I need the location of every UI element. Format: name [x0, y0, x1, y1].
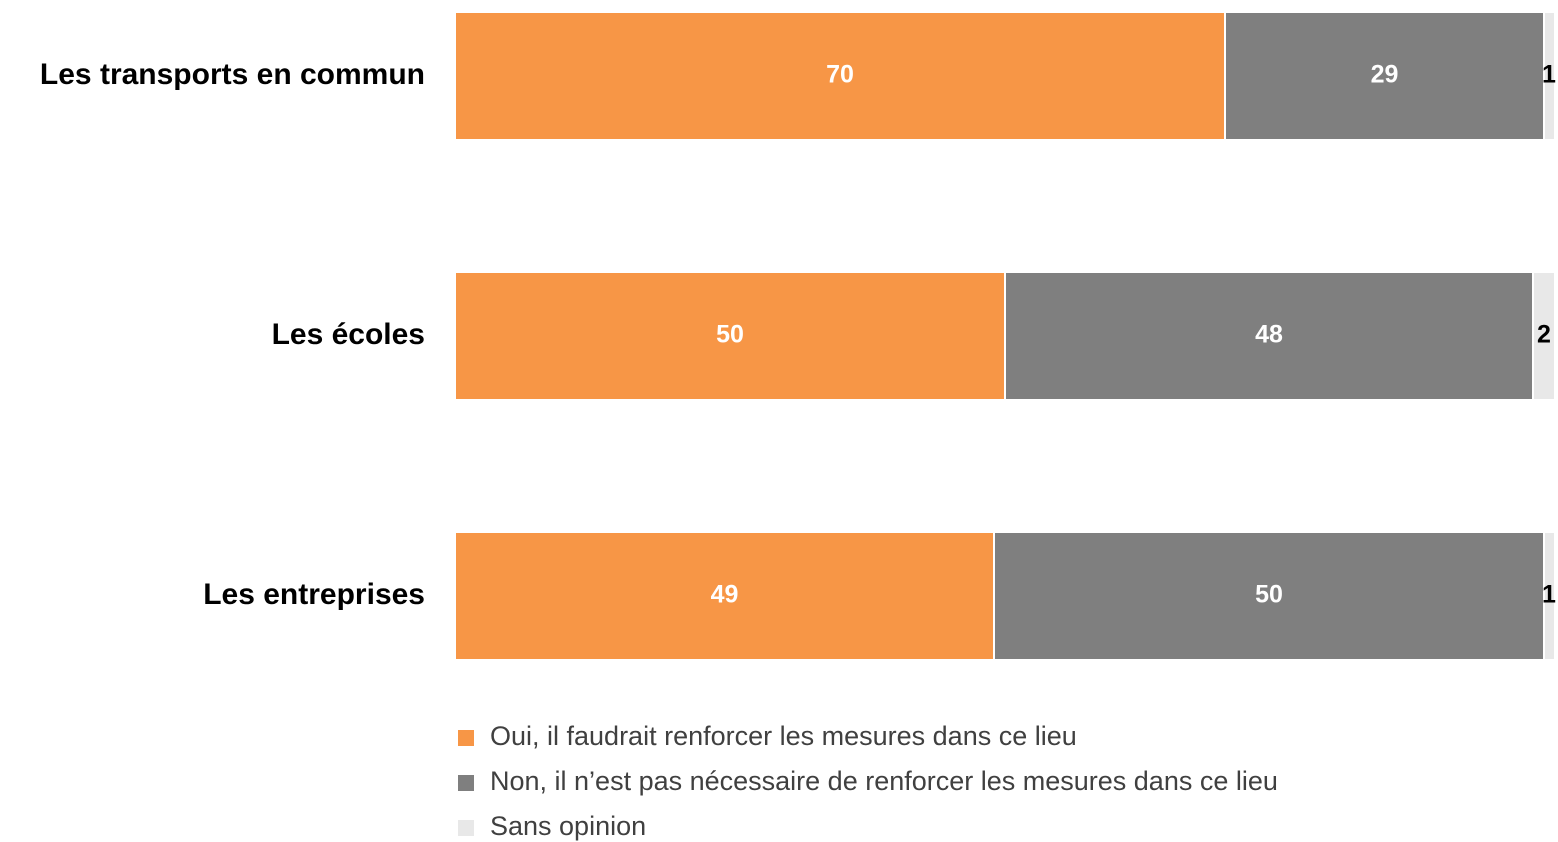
legend-label: Non, il n’est pas nécessaire de renforce… [490, 766, 1278, 796]
legend-label: Sans opinion [490, 811, 646, 841]
bar-segment [1532, 271, 1556, 401]
bar-segment [1004, 271, 1534, 401]
legend-swatch [458, 820, 474, 836]
bar-segment [993, 531, 1545, 661]
data-label: 1 [1542, 581, 1556, 609]
legend-swatch [458, 775, 474, 791]
data-label: 49 [711, 581, 739, 609]
data-label: 48 [1255, 321, 1283, 349]
data-label: 2 [1537, 321, 1551, 349]
bar-segment [1543, 11, 1556, 141]
bar-segment [454, 531, 995, 661]
data-label: 1 [1542, 61, 1556, 89]
data-label: 70 [826, 61, 854, 89]
category-label: Les transports en commun [40, 58, 425, 91]
legend-swatch [458, 730, 474, 746]
legend-label: Oui, il faudrait renforcer les mesures d… [490, 721, 1077, 751]
category-label: Les écoles [272, 318, 425, 351]
data-label: 50 [716, 321, 744, 349]
bar-segment [454, 11, 1226, 141]
bar-segment [1543, 531, 1556, 661]
data-label: 29 [1371, 61, 1399, 89]
category-label: Les entreprises [203, 578, 425, 611]
data-label: 50 [1255, 581, 1283, 609]
bar-segment [1224, 11, 1545, 141]
